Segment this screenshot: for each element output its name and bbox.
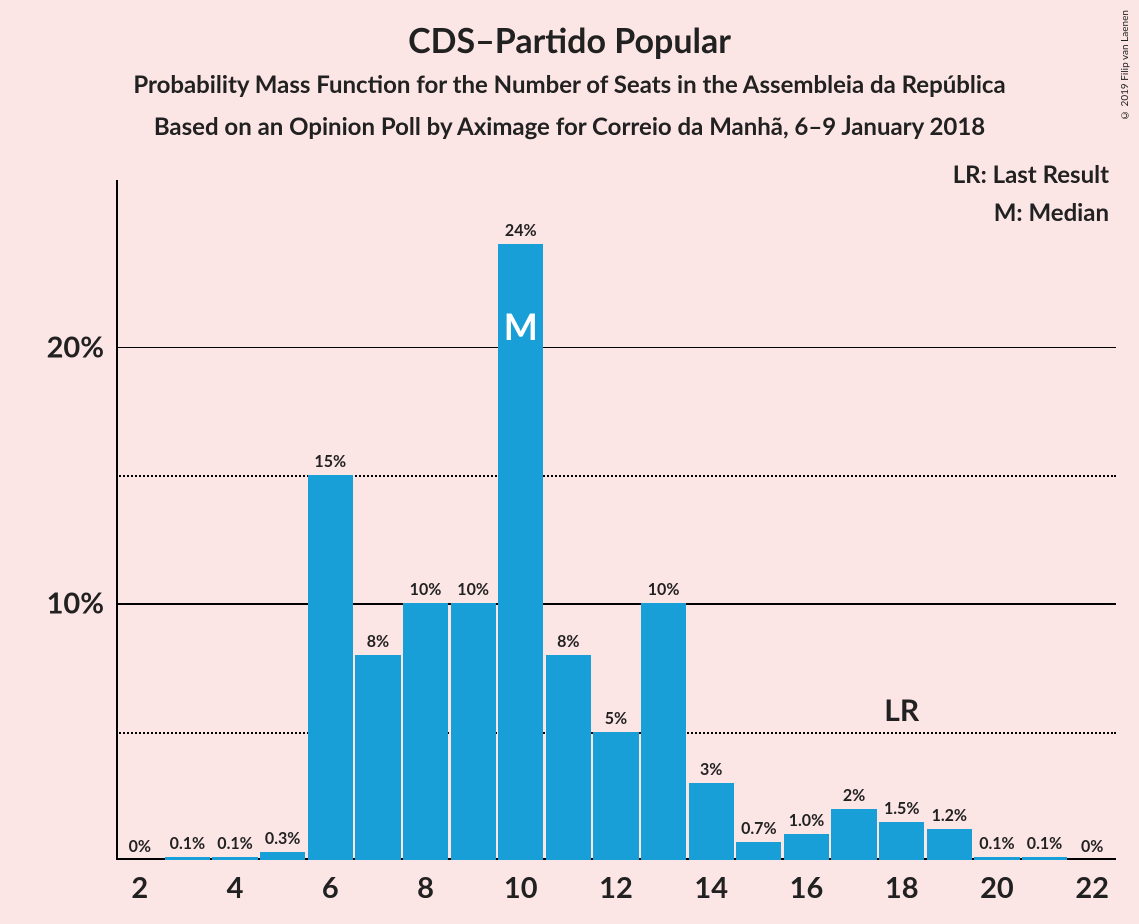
- bar-value-label: 0%: [1081, 837, 1103, 860]
- x-tick-label: 12: [599, 860, 633, 905]
- bar-value-label: 0.1%: [217, 834, 252, 857]
- bar: 0.3%: [260, 852, 305, 860]
- bar-value-label: 8%: [367, 632, 389, 655]
- bar-value-label: 2%: [843, 786, 865, 809]
- bar: 24%M: [498, 244, 543, 860]
- bar: 2%: [831, 809, 876, 860]
- last-result-marker: LR: [884, 692, 919, 728]
- bar: 0.1%: [165, 857, 210, 860]
- x-tick-label: 18: [885, 860, 919, 905]
- y-axis: [116, 180, 118, 860]
- bar-value-label: 3%: [700, 760, 722, 783]
- bar-value-label: 0.3%: [265, 829, 300, 852]
- x-tick-label: 6: [322, 860, 339, 905]
- bar: 5%: [593, 732, 638, 860]
- y-tick-label: 10%: [47, 586, 116, 621]
- bar-value-label: 0.7%: [741, 819, 776, 842]
- bar-value-label: 10%: [410, 580, 442, 603]
- copyright-text: © 2019 Filip van Laenen: [1119, 10, 1131, 121]
- bar-value-label: 8%: [557, 632, 579, 655]
- bar: 0.1%: [974, 857, 1019, 860]
- bar: 1.5%: [879, 822, 924, 860]
- bar: 0.1%: [1022, 857, 1067, 860]
- legend-lr: LR: Last Result: [953, 160, 1109, 189]
- bar: 1.2%: [927, 829, 972, 860]
- gridline: [116, 603, 1116, 605]
- chart-title-sub1: Probability Mass Function for the Number…: [0, 70, 1139, 99]
- bar-value-label: 1.2%: [932, 806, 967, 829]
- bar: 0.7%: [736, 842, 781, 860]
- x-tick-label: 8: [417, 860, 434, 905]
- bar-value-label: 0.1%: [1027, 834, 1062, 857]
- bar: 10%: [403, 603, 448, 860]
- chart-container: CDS–Partido Popular Probability Mass Fun…: [0, 0, 1139, 924]
- bar: 0.1%: [212, 857, 257, 860]
- chart-title-main: CDS–Partido Popular: [0, 20, 1139, 61]
- x-tick-label: 10: [504, 860, 538, 905]
- bar: 1.0%: [784, 834, 829, 860]
- bar-value-label: 0.1%: [170, 834, 205, 857]
- gridline: [116, 347, 1116, 349]
- plot-area: 10%20%2468101214161820220%0.1%0.1%0.3%15…: [116, 180, 1116, 860]
- x-tick-label: 22: [1075, 860, 1109, 905]
- bar: 3%: [689, 783, 734, 860]
- bar-value-label: 10%: [457, 580, 489, 603]
- legend-m: M: Median: [994, 198, 1109, 227]
- bar-value-label: 5%: [605, 709, 627, 732]
- bar-value-label: 10%: [648, 580, 680, 603]
- x-tick-label: 16: [790, 860, 824, 905]
- bar-value-label: 0%: [129, 837, 151, 860]
- x-tick-label: 20: [980, 860, 1014, 905]
- bar-value-label: 0.1%: [979, 834, 1014, 857]
- x-tick-label: 2: [131, 860, 148, 905]
- bar: 8%: [546, 655, 591, 860]
- bar-value-label: 15%: [314, 452, 346, 475]
- median-marker: M: [504, 304, 538, 348]
- bar: 10%: [451, 603, 496, 860]
- bar-value-label: 1.5%: [884, 799, 919, 822]
- x-tick-label: 4: [227, 860, 244, 905]
- bar: 10%: [641, 603, 686, 860]
- bar-value-label: 24%: [505, 221, 537, 244]
- y-tick-label: 20%: [47, 329, 116, 364]
- bar: 15%: [308, 475, 353, 860]
- gridline-minor: [116, 475, 1116, 477]
- bar-value-label: 1.0%: [789, 811, 824, 834]
- x-tick-label: 14: [694, 860, 728, 905]
- chart-title-sub2: Based on an Opinion Poll by Aximage for …: [0, 112, 1139, 141]
- bar: 8%: [355, 655, 400, 860]
